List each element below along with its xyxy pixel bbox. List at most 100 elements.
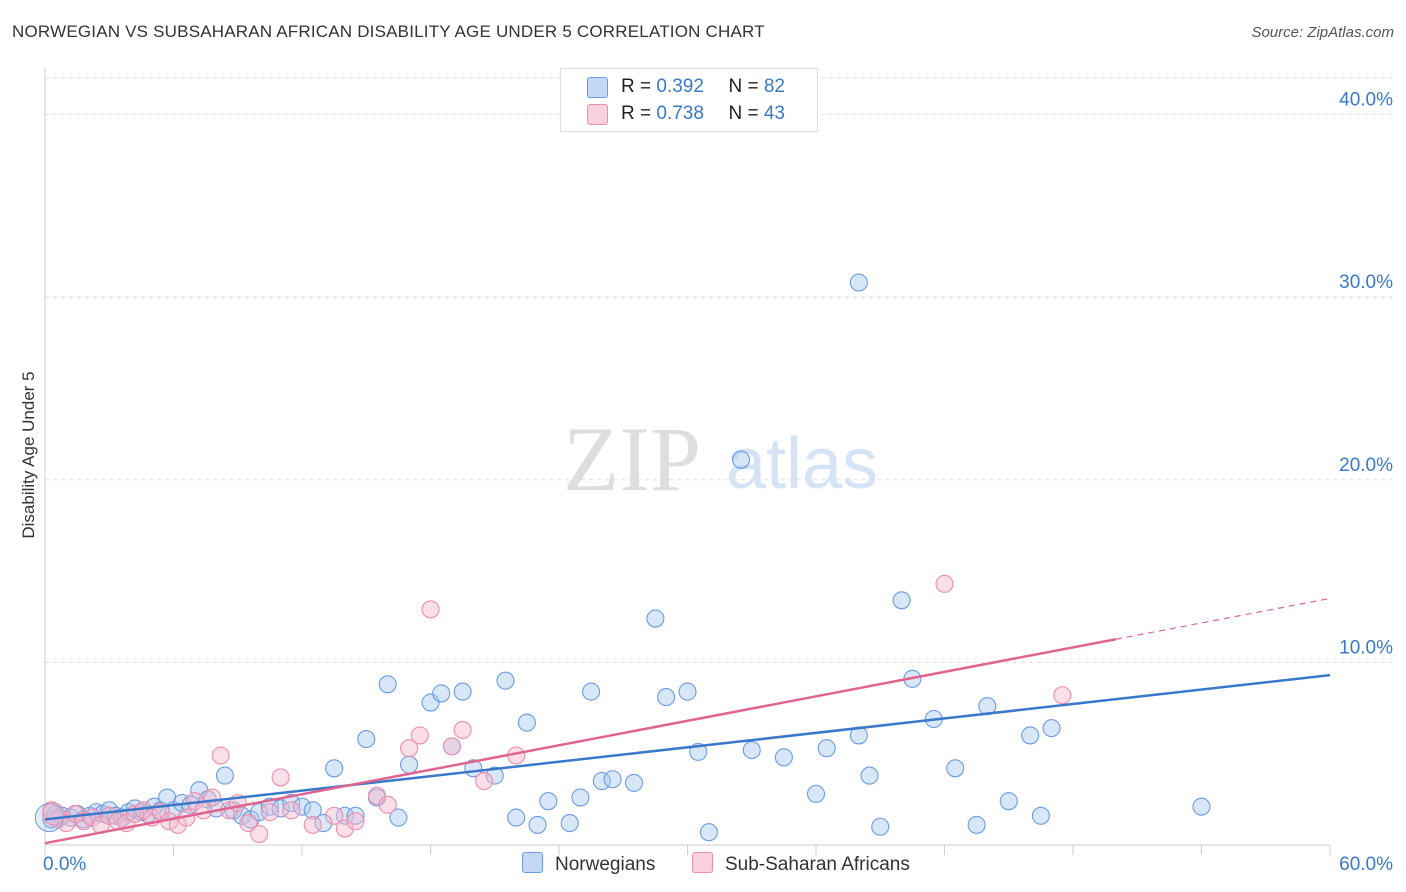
data-point [239,814,258,833]
source-label: Source: ZipAtlas.com [1251,24,1394,41]
data-point [731,450,751,469]
points-layer [34,273,1211,844]
data-point [292,797,312,816]
legend-r-value: 0.392 [656,76,704,97]
data-point [325,759,344,778]
y-tick-label: 30.0% [1339,272,1393,293]
data-point [389,808,408,827]
x-tick-label: 0.0% [43,854,86,875]
data-point [539,792,558,811]
trend-line-norwegians [44,673,1331,821]
data-point [421,600,440,619]
data-point [485,766,504,785]
data-point [271,768,290,787]
legend-r-label: R = [621,103,657,124]
data-point [742,740,761,760]
data-point [335,819,354,838]
legend-swatch-pink [587,104,608,125]
x-tick-label: 60.0% [1339,854,1393,875]
data-point [211,746,230,765]
data-point [560,814,579,833]
legend-r-value: 0.738 [656,103,704,124]
data-point [400,739,419,758]
data-point [474,772,494,791]
data-point [1031,806,1050,825]
legend-r-label: R = [621,76,657,97]
data-point [935,574,954,593]
data-point [346,806,365,825]
data-point [496,671,515,690]
axes-layer [44,68,1331,855]
data-point [303,801,322,820]
watermark-atlas: atlas [726,424,878,504]
data-point [646,609,665,628]
data-point [1053,686,1072,705]
trend-line-subsaharan [44,638,1117,845]
labels-layer: 10.0% 20.0% 30.0% 40.0% 0.0% 60.0% Disability … [19,90,1393,875]
data-point [678,682,697,701]
data-point [774,748,793,767]
data-point [507,808,526,827]
data-point [203,788,222,807]
data-point [849,273,868,292]
data-point [603,770,622,789]
data-point [860,766,879,785]
data-point [400,755,419,774]
data-point [453,682,472,701]
data-point [282,801,301,820]
data-point [817,739,836,758]
y-tick-label: 20.0% [1339,455,1393,476]
watermark: ZIP atlas [563,408,878,510]
data-point [1192,797,1211,816]
data-point [999,792,1018,811]
legend-n-label: N = [728,103,764,124]
data-point [517,713,536,732]
data-point [325,806,344,825]
series-swatch-pink [692,852,713,873]
grid-layer [45,77,1392,663]
data-point [1042,719,1061,738]
data-point [582,682,601,701]
data-point [528,815,547,834]
watermark-zip: ZIP [563,408,701,510]
data-point-cluster [42,802,66,826]
data-point [260,803,279,822]
data-point [624,773,644,792]
data-point [250,824,269,844]
data-point [335,806,354,825]
trend-line-subsaharan-extension [1115,597,1331,640]
series-label: Sub-Saharan Africans [725,854,910,875]
data-point [699,823,718,842]
data-point [442,737,461,756]
data-point [346,812,365,831]
data-point [215,766,234,785]
data-point [571,788,590,807]
data-point [378,675,397,694]
data-point [892,591,911,610]
y-tick-label: 10.0% [1339,637,1393,658]
series-swatch-blue [522,852,543,873]
data-point [871,817,890,836]
legend-n-value: 82 [763,76,785,97]
chart-title: NORWEGIAN VS SUBSAHARAN AFRICAN DISABILI… [12,22,765,41]
data-point [657,688,676,707]
data-point [967,815,986,834]
data-point [357,730,376,749]
legend-n-value: 43 [763,103,785,124]
correlation-legend: R = 0.392 N = 82 R = 0.738 N = 43 [560,68,818,132]
data-point [946,759,965,778]
legend-swatch-blue [587,77,608,98]
data-point [453,720,472,740]
data-point [410,726,429,745]
series-legend: Norwegians Sub-Saharan Africans [0,852,1406,878]
data-point [806,784,826,803]
data-point [1021,726,1040,745]
trend-layer [44,597,1331,845]
y-axis-title: Disability Age Under 5 [19,371,38,538]
data-point [303,815,322,834]
y-tick-label: 40.0% [1339,90,1393,111]
data-point [282,793,301,813]
series-label: Norwegians [555,854,656,875]
series-legend-norwegians: Norwegians [522,852,655,876]
